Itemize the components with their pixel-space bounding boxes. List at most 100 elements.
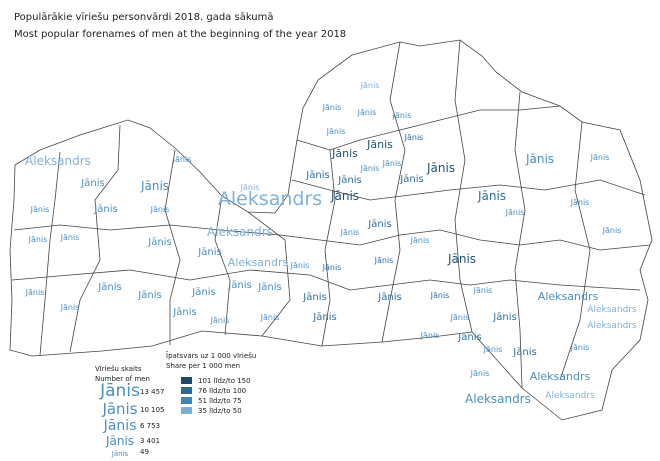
map-label: Jānis [331, 147, 358, 160]
map-label: Jānis [366, 138, 393, 151]
map-label: Jānis [447, 252, 476, 266]
map-label: Jānis [570, 198, 590, 207]
legend-size-value: 6 753 [140, 422, 160, 430]
map-label: Jānis [240, 183, 260, 192]
legend-size-sample: Jānis [105, 434, 134, 448]
map-label: Jānis [140, 179, 169, 193]
map-label: Aleksandrs [218, 188, 322, 210]
legend-share-title-en: Share per 1 000 men [166, 362, 240, 370]
map-label: Jānis [505, 208, 525, 217]
map-label: Jānis [430, 291, 450, 300]
map-label: Jānis [377, 292, 401, 303]
map-label: Jānis [30, 205, 50, 214]
map-label: Jānis [260, 313, 280, 322]
title-lv: Populārākie vīriešu personvārdi 2018. ga… [14, 11, 274, 23]
map-label: Jānis [197, 247, 221, 258]
legend-swatch [181, 407, 192, 414]
map-label: Jānis [312, 312, 336, 323]
map-label: Jānis [322, 263, 342, 272]
map-label: Jānis [227, 280, 251, 291]
country-outline [9, 39, 653, 421]
map-label: Jānis [60, 233, 80, 242]
map-label: Jānis [210, 316, 230, 325]
map-label: Jānis [191, 287, 215, 298]
title-en: Most popular forenames of men at the beg… [14, 29, 346, 40]
map-label: Jānis [457, 332, 481, 343]
map-label: Jānis [172, 307, 196, 318]
map-label: Jānis [590, 153, 610, 162]
map-label: Aleksandrs [587, 321, 637, 331]
map-label: Jānis [302, 292, 326, 303]
legend-size-sample: Jānis [111, 450, 129, 458]
legend-share-title-lv: Īpatsvars uz 1 000 vīriešu [166, 351, 256, 360]
map-label: Jānis [80, 178, 104, 189]
map-label: Jānis [492, 312, 516, 323]
map-label: Jānis [150, 205, 170, 214]
map-label: Jānis [93, 204, 117, 215]
map-label: Jānis [357, 108, 377, 117]
legend-size-sample: Jānis [103, 418, 137, 434]
map-label: Aleksandrs [207, 225, 273, 239]
legend-size-title-lv: Vīriešu skaits [95, 365, 142, 373]
map-label: Jānis [392, 111, 412, 120]
map-label: Aleksandrs [530, 370, 591, 383]
map-label: Jānis [399, 174, 423, 185]
borders [9, 39, 653, 421]
map-label: Jānis [305, 170, 329, 181]
legend-share-label: 76 līdz/to 100 [198, 387, 246, 395]
map-label: Jānis [360, 81, 380, 90]
map-label: Jānis [420, 331, 440, 340]
map-label: Jānis [602, 226, 622, 235]
map-label: Jānis [410, 236, 430, 245]
legend-share-label: 101 līdz/to 150 [198, 377, 251, 385]
map-label: Jānis [570, 343, 590, 352]
map-label: Jānis [525, 152, 554, 166]
map-label: Jānis [290, 261, 310, 270]
map-label: Aleksandrs [587, 305, 637, 315]
map-label: Jānis [512, 347, 536, 358]
map-label: Jānis [322, 103, 342, 112]
map-label: Jānis [337, 175, 361, 186]
legend-share-label: 51 līdz/to 75 [198, 397, 242, 405]
legend-size-value: 13 457 [140, 388, 165, 396]
legend-swatch [181, 377, 192, 384]
legend-swatch [181, 397, 192, 404]
map-label: Jānis [326, 127, 346, 136]
legend-share-label: 35 līdz/to 50 [198, 407, 242, 415]
map-label: Jānis [374, 256, 394, 265]
map-label: Jānis [477, 189, 506, 203]
map-label: Aleksandrs [25, 154, 91, 168]
map-label: Aleksandrs [538, 290, 599, 303]
map-label: Jānis [257, 282, 281, 293]
map-label: Jānis [360, 164, 380, 173]
map-label: Jānis [330, 189, 359, 203]
map-label: Aleksandrs [465, 392, 531, 406]
legend-size-sample: Jānis [101, 400, 137, 418]
legend-size-value: 10 105 [140, 406, 165, 414]
map-label: Jānis [367, 219, 391, 230]
map-label: Jānis [340, 228, 360, 237]
map-label: Jānis [382, 159, 402, 168]
map-label: Jānis [147, 237, 171, 248]
map-label: Jānis [25, 288, 45, 297]
map-label: Jānis [137, 290, 161, 301]
map-label: Jānis [60, 303, 80, 312]
map-labels: Jānis Jānis Jānis Jānis Jānis Jānis Jānis Jānis… [25, 81, 637, 406]
legend-swatch [181, 387, 192, 394]
map-label: Jānis [97, 282, 121, 293]
legend-size-sample: Jānis [99, 381, 140, 401]
map-label: Jānis [473, 286, 493, 295]
legend-size-title-en: Number of men [95, 375, 150, 383]
map-label: Jānis [450, 313, 470, 322]
map-label: Jānis [426, 161, 455, 175]
legend-size-value: 49 [140, 448, 149, 456]
map-label: Jānis [404, 133, 424, 142]
map-label: Aleksandrs [545, 391, 595, 401]
map-label: Jānis [483, 345, 503, 354]
map-label: Jānis [28, 235, 48, 244]
map-label: Aleksandrs [228, 256, 289, 269]
map-label: Jānis [172, 155, 192, 164]
